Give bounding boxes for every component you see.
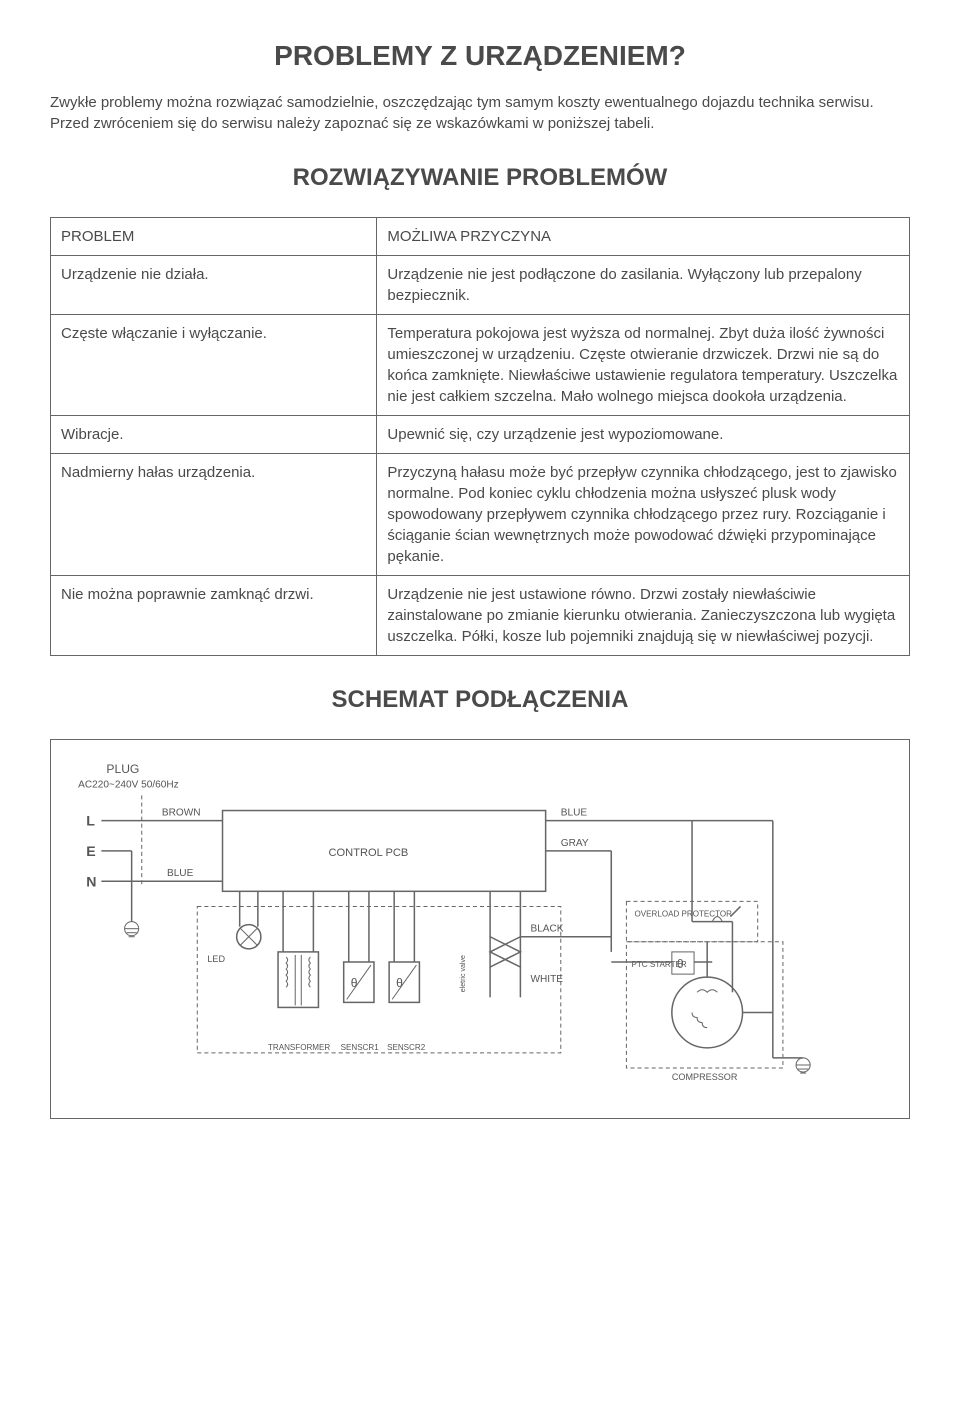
- diagram-title: SCHEMAT PODŁĄCZENIA: [50, 686, 910, 714]
- cell-cause: Przyczyną hałasu może być przepływ czynn…: [377, 454, 910, 576]
- wiring-diagram-svg: PLUG AC220~240V 50/60Hz L E N BROWN BLUE…: [66, 755, 894, 1098]
- voltage-label: AC220~240V 50/60Hz: [78, 779, 179, 790]
- table-row: Nie można poprawnie zamknąć drzwi. Urząd…: [51, 576, 910, 656]
- table-row: Częste włączanie i wyłączanie. Temperatu…: [51, 315, 910, 416]
- troubleshoot-title: ROZWIĄZYWANIE PROBLEMÓW: [50, 164, 910, 192]
- table-header-row: PROBLEM MOŻLIWA PRZYCZYNA: [51, 218, 910, 256]
- blue-label-n: BLUE: [167, 868, 194, 879]
- white-label: WHITE: [530, 974, 563, 985]
- cell-problem: Wibracje.: [51, 416, 377, 454]
- cell-problem: Nadmierny hałas urządzenia.: [51, 454, 377, 576]
- n-label: N: [86, 873, 96, 889]
- header-cause: MOŻLIWA PRZYCZYNA: [377, 218, 910, 256]
- troubleshoot-table: PROBLEM MOŻLIWA PRZYCZYNA Urządzenie nie…: [50, 217, 910, 656]
- brown-label: BROWN: [162, 808, 201, 819]
- cell-cause: Temperatura pokojowa jest wyższa od norm…: [377, 315, 910, 416]
- plug-label: PLUG: [106, 762, 139, 776]
- compressor-label: COMPRESSOR: [672, 1072, 738, 1082]
- cell-problem: Urządzenie nie działa.: [51, 256, 377, 315]
- cell-problem: Nie można poprawnie zamknąć drzwi.: [51, 576, 377, 656]
- e-label: E: [86, 843, 95, 859]
- valve-label: eletric valve: [460, 955, 467, 992]
- theta-ptc: θ: [677, 957, 684, 971]
- header-problem: PROBLEM: [51, 218, 377, 256]
- wiring-diagram: PLUG AC220~240V 50/60Hz L E N BROWN BLUE…: [50, 739, 910, 1119]
- cell-cause: Urządzenie nie jest podłączone do zasila…: [377, 256, 910, 315]
- control-pcb-label: CONTROL PCB: [329, 847, 409, 859]
- l-label: L: [86, 813, 95, 829]
- intro-paragraph: Zwykłe problemy można rozwiązać samodzie…: [50, 92, 910, 134]
- led-label: LED: [207, 954, 225, 964]
- black-label: BLACK: [530, 924, 563, 935]
- blue-label-out: BLUE: [561, 808, 588, 819]
- cell-problem: Częste włączanie i wyłączanie.: [51, 315, 377, 416]
- table-row: Urządzenie nie działa. Urządzenie nie je…: [51, 256, 910, 315]
- table-row: Nadmierny hałas urządzenia. Przyczyną ha…: [51, 454, 910, 576]
- transformer-label: TRANSFORMER: [268, 1043, 330, 1052]
- gray-label: GRAY: [561, 838, 589, 849]
- cell-cause: Upewnić się, czy urządzenie jest wypozio…: [377, 416, 910, 454]
- cell-cause: Urządzenie nie jest ustawione równo. Drz…: [377, 576, 910, 656]
- senscr2-label: SENSCR2: [387, 1043, 426, 1052]
- overload-label: OVERLOAD PROTECTOR: [634, 910, 732, 919]
- main-title: PROBLEMY Z URZĄDZENIEM?: [50, 40, 910, 72]
- table-row: Wibracje. Upewnić się, czy urządzenie je…: [51, 416, 910, 454]
- senscr1-label: SENSCR1: [341, 1043, 380, 1052]
